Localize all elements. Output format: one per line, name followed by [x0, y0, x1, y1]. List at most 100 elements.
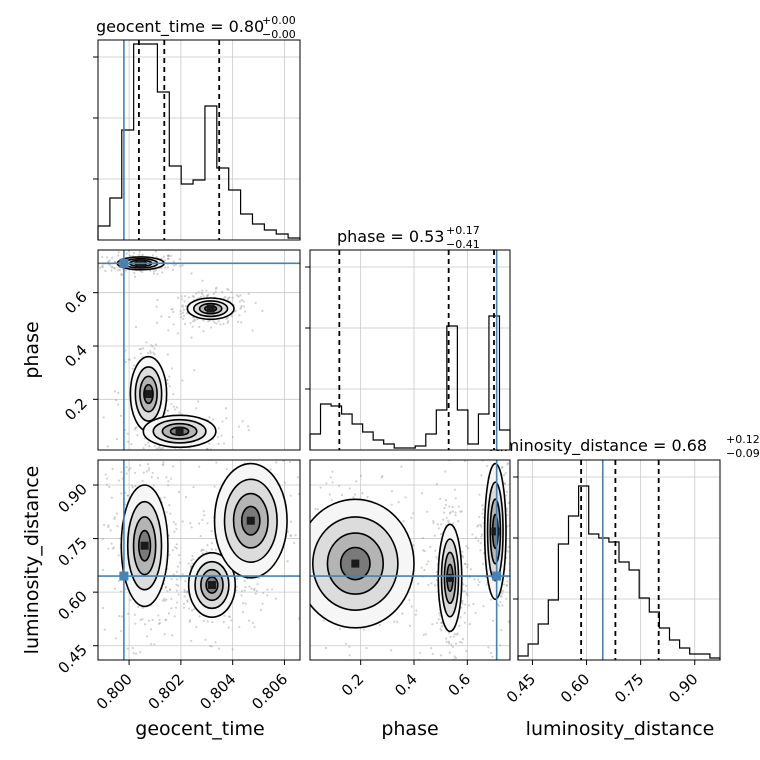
sample-point: [450, 643, 453, 646]
sample-point: [410, 516, 413, 519]
ylabel-phase: phase: [21, 321, 43, 378]
sample-point: [481, 508, 485, 511]
sample-point: [205, 550, 208, 553]
sample-point: [226, 316, 229, 319]
sample-point: [482, 562, 485, 565]
sample-point: [156, 298, 159, 302]
sample-point: [147, 466, 151, 470]
sample-point: [134, 672, 136, 674]
hist-panel-geocent-time-bg: [98, 40, 300, 240]
sample-point: [184, 304, 187, 308]
sample-point: [215, 322, 218, 325]
sample-point: [126, 647, 129, 650]
sample-point: [283, 481, 286, 484]
sample-point: [206, 522, 209, 525]
sample-point: [420, 566, 423, 569]
sample-point: [250, 587, 253, 590]
sample-point: [197, 291, 200, 294]
sample-point: [120, 273, 123, 276]
sample-point: [461, 638, 465, 641]
sample-point: [133, 428, 136, 431]
sample-point: [243, 305, 246, 308]
sample-point: [307, 464, 309, 466]
sample-point: [133, 364, 136, 367]
sample-point: [120, 615, 124, 618]
sample-point: [471, 533, 474, 536]
sample-point: [453, 655, 456, 658]
sample-point: [165, 598, 168, 601]
sample-point: [449, 511, 452, 514]
sample-point: [215, 286, 218, 289]
sample-point: [156, 321, 159, 324]
sample-point: [222, 620, 225, 624]
sample-point: [461, 590, 464, 593]
panel-border: [517, 459, 721, 661]
xtick-label-1: 0.802: [145, 670, 188, 713]
xtick-label-1: 0.60: [557, 670, 593, 706]
sample-point: [149, 628, 153, 631]
sample-point: [208, 416, 211, 419]
sample-point: [184, 580, 187, 583]
sample-point: [481, 512, 484, 515]
sample-point: [473, 578, 476, 581]
sample-point: [479, 549, 482, 552]
sample-point: [181, 520, 184, 523]
sample-point: [110, 269, 113, 272]
hist-panel-geocent-time: [93, 39, 301, 241]
sample-point: [374, 454, 376, 456]
sample-point: [302, 626, 304, 628]
sample-point: [182, 308, 185, 311]
sample-point: [207, 293, 210, 296]
sample-point: [117, 403, 120, 406]
sample-point: [197, 400, 200, 403]
sample-point: [275, 461, 278, 464]
sample-point: [201, 518, 204, 522]
sample-point: [288, 461, 292, 464]
sample-point: [261, 309, 264, 313]
sample-point: [144, 451, 146, 453]
sample-point: [303, 517, 305, 519]
sample-point: [462, 583, 465, 586]
sample-point: [454, 514, 457, 517]
sample-point: [162, 463, 165, 466]
sample-point: [240, 589, 243, 593]
sample-point: [209, 645, 212, 648]
sample-point: [460, 606, 463, 609]
sample-point: [174, 546, 177, 549]
sample-point: [439, 497, 442, 501]
sample-point: [192, 486, 195, 489]
sample-point: [348, 654, 351, 657]
sample-point: [408, 598, 411, 602]
sample-point: [501, 592, 504, 595]
sample-point: [125, 252, 128, 255]
sample-point: [305, 492, 307, 494]
sample-point: [114, 399, 118, 402]
sample-point: [330, 685, 332, 687]
sample-point: [206, 620, 209, 623]
sample-point: [460, 510, 463, 513]
sample-point: [253, 588, 256, 592]
title-phase-sub: −0.41: [446, 238, 480, 251]
sample-point: [201, 292, 204, 296]
sample-point: [153, 643, 156, 646]
sample-point: [134, 652, 138, 655]
hist-panel-phase-bg: [310, 250, 510, 450]
density-peak-2: [246, 516, 255, 525]
sample-point: [182, 602, 185, 605]
scatter-content: [94, 250, 264, 453]
sample-point: [201, 289, 204, 292]
sample-point: [217, 647, 221, 650]
sample-point: [431, 623, 434, 626]
sample-point: [189, 564, 193, 567]
sample-point: [429, 545, 432, 549]
scatter-panel-luminosity-distance-vs-phase: [302, 454, 517, 687]
sample-point: [459, 616, 462, 619]
sample-point: [94, 427, 96, 429]
sample-point: [328, 493, 331, 496]
sample-point: [183, 595, 186, 598]
sample-point: [227, 296, 231, 299]
sample-point: [149, 350, 152, 353]
sample-point: [150, 476, 153, 479]
sample-point: [515, 526, 517, 528]
